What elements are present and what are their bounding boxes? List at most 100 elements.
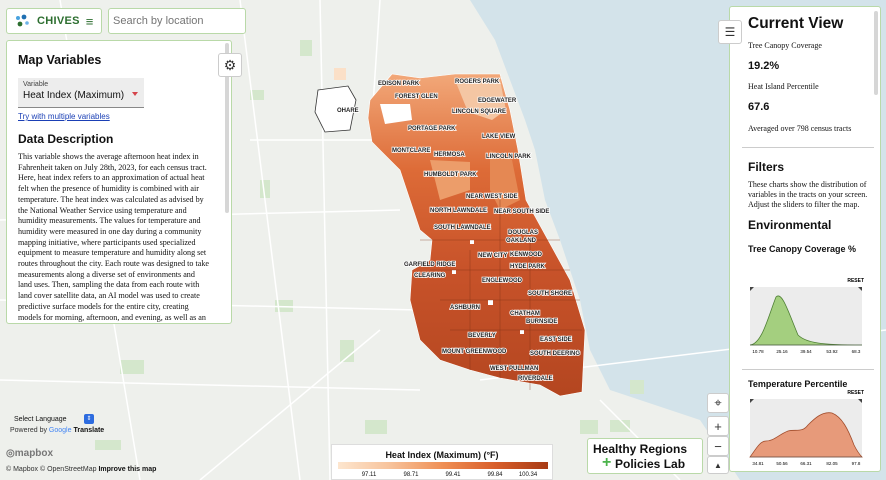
environmental-title: Environmental xyxy=(748,218,832,232)
stat2-label: Heat Island Percentile xyxy=(748,82,819,91)
stat1-label: Tree Canopy Coverage xyxy=(748,41,822,50)
canopy-tick: 25.16 xyxy=(776,349,788,354)
location-search-input[interactable] xyxy=(108,8,246,34)
neighborhood-label: PORTAGE PARK xyxy=(408,126,456,132)
legend-tick: 99.41 xyxy=(445,472,461,478)
locate-icon[interactable]: ⌖ xyxy=(707,393,729,413)
neighborhood-label: LAKE VIEW xyxy=(482,134,516,140)
list-icon[interactable]: ☰ xyxy=(718,20,742,44)
neighborhood-label: RIVERDALE xyxy=(518,376,553,382)
neighborhood-label: OAKLAND xyxy=(506,238,537,244)
powered-by-text: Powered by xyxy=(10,427,47,434)
hrpl-line1: Healthy Regions xyxy=(593,442,688,456)
filters-title: Filters xyxy=(748,160,785,174)
variable-caption: Variable xyxy=(23,81,49,88)
compass-icon[interactable]: ▲ xyxy=(707,456,729,474)
map-attribution: © Mapbox © OpenStreetMap Improve this ma… xyxy=(6,466,156,473)
canopy-chart-title: Tree Canopy Coverage % xyxy=(748,244,857,254)
dropdown-arrow-icon: ⇕ xyxy=(84,414,94,424)
stat2-value: 67.6 xyxy=(748,101,770,113)
temperature-reset-button[interactable]: RESET xyxy=(847,390,864,396)
legend-tick: 97.11 xyxy=(361,472,377,478)
filters-text: These charts show the distribution of va… xyxy=(748,180,868,209)
neighborhood-label: MONTCLARE xyxy=(392,148,430,154)
neighborhood-label: SOUTH LAWNDALE xyxy=(434,225,491,231)
neighborhood-label: OHARE xyxy=(337,108,359,114)
logo-icon xyxy=(16,14,29,27)
variable-value: Heat Index (Maximum) xyxy=(23,90,125,101)
multiple-variables-link[interactable]: Try with multiple variables xyxy=(18,112,110,121)
neighborhood-label: NORTH LAWNDALE xyxy=(430,208,487,214)
legend-tick: 99.84 xyxy=(487,472,503,478)
right-panel-scrollbar[interactable] xyxy=(874,11,878,95)
neighborhood-label: ROGERS PARK xyxy=(455,79,500,85)
canopy-reset-button[interactable]: RESET xyxy=(847,278,864,284)
map-variables-panel: Map Variables Variable Heat Index (Maxim… xyxy=(6,40,232,324)
osm-credit[interactable]: © OpenStreetMap xyxy=(39,466,97,473)
plus-icon: + xyxy=(602,454,612,471)
mapbox-credit[interactable]: © Mapbox xyxy=(6,466,39,473)
canopy-tick: 53.92 xyxy=(826,349,838,354)
google-text: Google xyxy=(48,427,72,434)
neighborhood-label: CLEARING xyxy=(414,273,446,279)
improve-map-link[interactable]: Improve this map xyxy=(98,466,157,473)
hrpl-logo[interactable]: Healthy Regions + Policies Lab xyxy=(587,438,703,474)
neighborhood-label: MOUNT GREENWOOD xyxy=(442,349,507,355)
slider-handle-right-icon[interactable] xyxy=(858,399,862,403)
temperature-tick: 97.8 xyxy=(852,461,861,466)
hamburger-icon[interactable]: ≡ xyxy=(85,13,94,29)
temperature-tick: 82.05 xyxy=(826,461,838,466)
neighborhood-label: FOREST GLEN xyxy=(395,94,438,100)
canopy-histogram[interactable]: RESET 10.78 25.16 39.54 53.92 68.3 xyxy=(742,277,866,357)
canopy-tick: 10.78 xyxy=(752,349,764,354)
neighborhood-label: GARFIELD RIDGE xyxy=(404,262,455,268)
neighborhood-label: ENGLEWOOD xyxy=(482,278,523,284)
mapbox-logo-text: mapbox xyxy=(14,448,54,459)
neighborhood-label: EDGEWATER xyxy=(478,98,517,104)
mapbox-logo[interactable]: ◎mapbox xyxy=(6,448,53,459)
panel-scrollbar[interactable] xyxy=(225,43,229,213)
neighborhood-label: LINCOLN SQUARE xyxy=(452,109,506,115)
gear-icon[interactable]: ⚙ xyxy=(218,53,242,77)
neighborhood-label: EAST SIDE xyxy=(540,337,572,343)
slider-handle-left-icon[interactable] xyxy=(750,287,754,291)
temperature-histogram[interactable]: RESET 34.81 50.56 66.31 82.05 97.8 xyxy=(742,389,866,469)
slider-handle-left-icon[interactable] xyxy=(750,399,754,403)
neighborhood-label: KENWOOD xyxy=(510,252,543,258)
temperature-tick: 50.56 xyxy=(776,461,788,466)
neighborhood-label: EDISON PARK xyxy=(378,81,420,87)
brand-button[interactable]: CHIVES ≡ xyxy=(6,8,102,34)
neighborhood-label: NEAR WEST SIDE xyxy=(466,194,518,200)
neighborhood-label: BURNSIDE xyxy=(526,319,557,325)
chicago-heat-area xyxy=(367,73,586,397)
temperature-chart-title: Temperature Percentile xyxy=(748,379,848,389)
zoom-in-button[interactable]: + xyxy=(707,416,729,436)
powered-by-google: Powered by Google Translate xyxy=(10,427,104,434)
legend-tick: 98.71 xyxy=(403,472,419,478)
neighborhood-label: BEVERLY xyxy=(468,333,496,339)
mapbox-circle-icon: ◎ xyxy=(6,448,15,459)
data-description-text: This variable shows the average afternoo… xyxy=(18,152,209,322)
neighborhood-label: CHATHAM xyxy=(510,311,540,317)
temperature-tick: 66.31 xyxy=(800,461,812,466)
language-select[interactable]: Select Language ⇕ xyxy=(10,414,94,425)
neighborhood-label: SOUTH SHORE xyxy=(528,291,572,297)
dropdown-caret-icon xyxy=(132,92,138,96)
neighborhood-label: WEST PULLMAN xyxy=(490,366,538,372)
neighborhood-label: HUMBOLDT PARK xyxy=(424,172,477,178)
slider-handle-right-icon[interactable] xyxy=(858,287,862,291)
panel-title: Map Variables xyxy=(18,53,102,67)
neighborhood-label: SOUTH DEERING xyxy=(530,351,580,357)
legend-title: Heat Index (Maximum) (°F) xyxy=(385,450,499,460)
heat-legend: Heat Index (Maximum) (°F) 97.11 98.71 99… xyxy=(331,444,553,480)
neighborhood-label: LINCOLN PARK xyxy=(486,154,532,160)
brand-name: CHIVES xyxy=(37,15,80,27)
zoom-out-button[interactable]: − xyxy=(707,436,729,456)
canopy-tick: 68.3 xyxy=(852,349,861,354)
current-view-title: Current View xyxy=(748,15,844,32)
neighborhood-label: ASHBURN xyxy=(450,305,480,311)
neighborhood-label: NEAR SOUTH SIDE xyxy=(494,209,549,215)
neighborhood-label: HERMOSA xyxy=(434,152,465,158)
stat1-value: 19.2% xyxy=(748,60,780,72)
variable-select[interactable]: Variable Heat Index (Maximum) xyxy=(18,78,144,108)
